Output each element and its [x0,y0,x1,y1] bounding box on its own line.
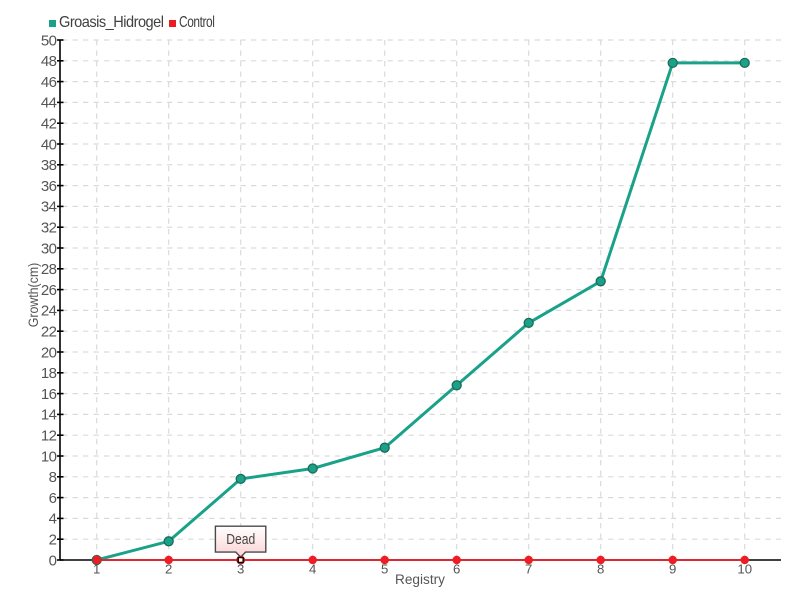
svg-text:20: 20 [41,344,57,361]
svg-text:46: 46 [41,74,57,91]
svg-text:5: 5 [381,562,388,577]
svg-text:48: 48 [41,53,57,70]
svg-text:1: 1 [93,562,100,577]
svg-text:Growth(cm): Growth(cm) [26,263,41,328]
svg-text:Control: Control [179,14,215,31]
svg-text:4: 4 [309,562,316,577]
svg-text:Registry: Registry [395,572,445,587]
svg-text:16: 16 [41,386,57,403]
svg-text:0: 0 [49,552,57,569]
svg-text:28: 28 [41,261,57,278]
svg-text:4: 4 [49,511,57,528]
svg-text:6: 6 [49,490,57,507]
svg-text:Dead: Dead [226,531,255,548]
svg-text:2: 2 [165,562,172,577]
svg-text:36: 36 [41,178,57,195]
svg-text:14: 14 [41,407,57,424]
svg-text:24: 24 [41,303,57,320]
svg-text:Groasis_Hidrogel: Groasis_Hidrogel [59,14,164,31]
svg-text:18: 18 [41,365,57,382]
svg-text:8: 8 [597,562,604,577]
svg-text:30: 30 [41,240,57,257]
svg-text:10: 10 [737,562,752,577]
svg-text:6: 6 [453,562,460,577]
svg-text:8: 8 [49,469,57,486]
svg-text:32: 32 [41,220,57,237]
svg-text:10: 10 [41,448,57,465]
svg-text:2: 2 [49,532,57,549]
svg-text:22: 22 [41,324,57,341]
svg-text:44: 44 [41,95,57,112]
svg-text:26: 26 [41,282,57,299]
svg-text:34: 34 [41,199,57,216]
svg-text:3: 3 [237,562,244,577]
svg-text:50: 50 [41,32,57,49]
svg-text:40: 40 [41,136,57,153]
svg-text:38: 38 [41,157,57,174]
svg-text:12: 12 [41,428,57,445]
svg-text:9: 9 [669,562,676,577]
svg-text:7: 7 [525,562,532,577]
svg-text:42: 42 [41,116,57,133]
